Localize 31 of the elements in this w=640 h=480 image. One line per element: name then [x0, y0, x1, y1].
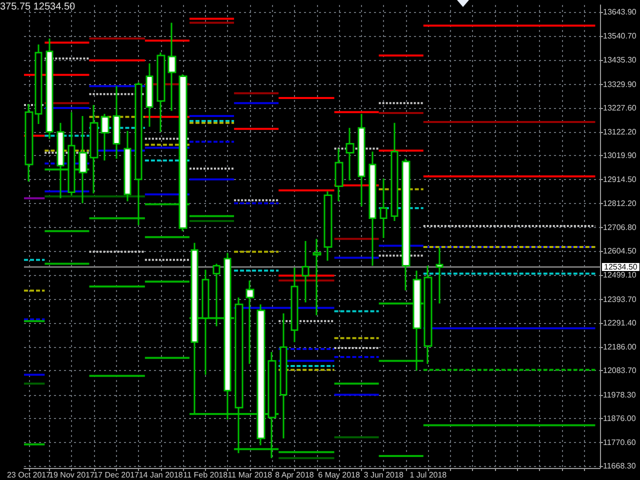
x-tick-label: 3 Jun 2018: [364, 470, 404, 480]
x-tick-label: 6 May 2018: [318, 470, 360, 480]
y-tick-label: 11668.30: [603, 462, 636, 471]
annotation: 375.75 12534.50: [0, 2, 76, 12]
y-tick-label: 12706.80: [603, 222, 637, 232]
y-tick-label: 12914.50: [603, 175, 637, 184]
y-tick-label: 11978.30: [603, 390, 636, 400]
y-tick-label: 12291.40: [603, 318, 637, 328]
y-tick-label: 13227.60: [603, 103, 637, 112]
y-tick-label: 11770.60: [603, 438, 636, 448]
y-tick-label: 13122.20: [603, 128, 637, 137]
y-tick-label: 12499.10: [603, 270, 637, 280]
y-tick-label: 12083.70: [603, 366, 637, 376]
x-tick-label: 17 Dec 2017: [94, 470, 140, 480]
x-tick-label: 19 Nov 2017: [49, 470, 95, 480]
x-tick-label: 11 Feb 2018: [183, 470, 228, 480]
y-tick-label: 11876.00: [603, 414, 636, 423]
x-tick-label: 1 Jul 2018: [410, 470, 448, 480]
y-tick-label: 12604.50: [603, 246, 637, 256]
y-tick-label: 12812.20: [603, 198, 637, 208]
ref-line-label: 12534.50: [604, 262, 638, 272]
x-tick-label: 14 Jan 2018: [138, 470, 184, 480]
x-tick-label: 11 Mar 2018: [228, 470, 273, 480]
y-tick-label: 13329.90: [603, 80, 637, 89]
x-tick-label: 8 Apr 2018: [275, 470, 314, 480]
y-tick-label: 13643.90: [603, 8, 637, 17]
y-tick-label: 12186.00: [603, 342, 637, 352]
y-tick-label: 12393.70: [603, 294, 637, 304]
y-tick-label: 13435.30: [603, 56, 637, 65]
y-tick-label: 13540.70: [603, 31, 637, 40]
y-tick-label: 13019.90: [603, 151, 637, 160]
